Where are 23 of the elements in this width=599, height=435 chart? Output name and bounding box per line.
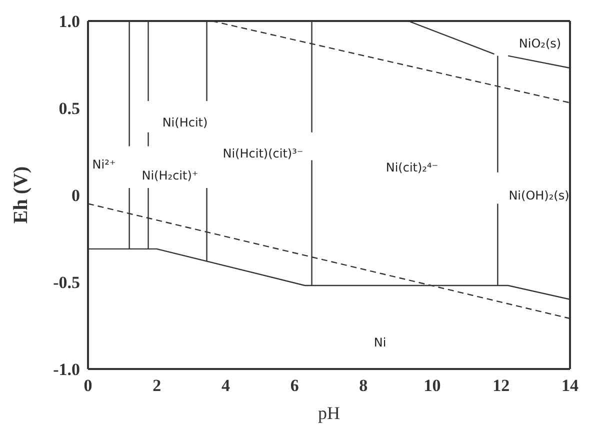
- x-tick-label: 14: [562, 376, 579, 396]
- x-tick-label: 10: [424, 376, 441, 396]
- y-tick-label: 0: [72, 186, 80, 206]
- y-tick-label: 0.5: [58, 99, 80, 118]
- annotation: Ni²⁺: [92, 157, 116, 172]
- annotation: Ni(H₂cit)⁺: [142, 168, 198, 182]
- annotation: NiO₂(s): [518, 36, 562, 50]
- y-tick-label: -0.5: [53, 273, 80, 292]
- y-tick-label: 1.0: [58, 12, 80, 32]
- x-tick-label: 2: [152, 376, 162, 396]
- annotation: Ni(Hcit): [162, 115, 208, 130]
- annotation: Ni(cit)₂⁴⁻: [386, 160, 438, 174]
- x-tick-label: 8: [359, 376, 368, 396]
- x-tick-label: 12: [492, 376, 510, 396]
- x-axis-title: pH: [318, 403, 340, 423]
- annotation: Ni(Hcit)(cit)³⁻: [222, 146, 304, 160]
- annotation: Ni: [374, 335, 386, 350]
- y-tick-label: -1.0: [53, 360, 80, 380]
- x-tick-label: 6: [290, 376, 299, 396]
- x-tick-label: 4: [221, 376, 230, 396]
- annotation: Ni(OH)₂(s): [508, 188, 570, 202]
- x-tick-label: 0: [84, 376, 92, 396]
- y-axis-title: Eh (V): [10, 166, 32, 224]
